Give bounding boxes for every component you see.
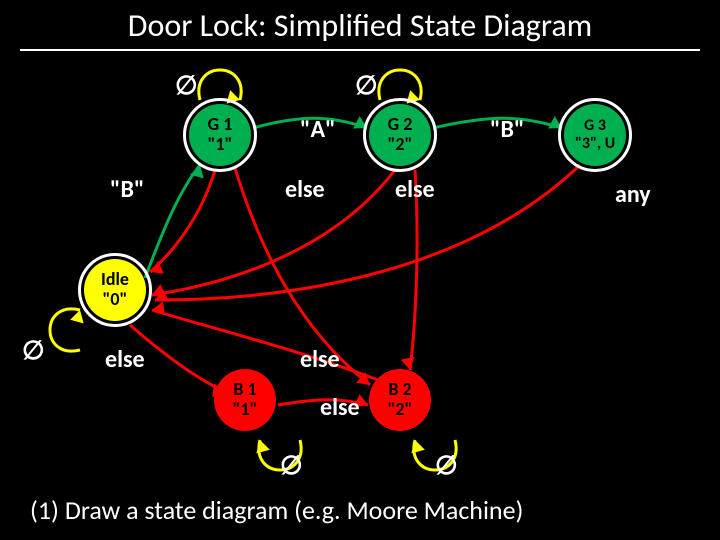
edge — [379, 70, 421, 100]
state-label-line2: "1" — [233, 400, 258, 420]
state-b1: B 1"1" — [214, 369, 276, 431]
edge-arrowhead — [401, 357, 415, 370]
edge-arrowhead — [152, 284, 166, 297]
edge-label: ∅ — [355, 70, 378, 101]
edge-label: else — [285, 175, 325, 204]
edge — [150, 170, 215, 272]
edge-arrowhead — [152, 301, 165, 315]
edge — [152, 170, 395, 295]
state-label-line2: "0" — [103, 290, 128, 310]
edge-label: else — [105, 345, 145, 374]
state-label-line2: "2" — [388, 400, 413, 420]
edge — [155, 165, 580, 300]
edge-label: "B" — [490, 115, 525, 144]
edge-label: else — [320, 393, 360, 422]
diagram-canvas: G 1"1" G 2"2" G 3"3", U Idle"0" B 1"1" B 2"2"… — [0, 0, 720, 540]
edge-label: ∅ — [280, 450, 303, 481]
edge-label: else — [300, 345, 340, 374]
edge-arrowhead — [150, 261, 164, 274]
edge — [145, 165, 200, 278]
footer-text: (1) Draw a state diagram (e.g. Moore Mac… — [30, 494, 523, 526]
edge-arrowhead — [411, 440, 425, 453]
edge-arrowhead — [256, 440, 270, 453]
edge-label: ∅ — [175, 70, 198, 101]
state-label-line2: "2" — [388, 135, 413, 155]
edge-label: else — [395, 175, 435, 204]
state-idle: Idle"0" — [84, 259, 146, 321]
edge-arrowhead — [155, 289, 169, 302]
edge-label: "A" — [300, 115, 336, 144]
edge — [152, 310, 378, 380]
state-g2: G 2"2" — [369, 104, 431, 166]
state-label-line1: G 3 — [584, 117, 606, 135]
edge-label: any — [615, 180, 651, 209]
state-g3: G 3"3", U — [564, 104, 626, 166]
state-label-line2: "1" — [208, 135, 233, 155]
state-label-line2: "3", U — [575, 135, 615, 153]
edge-label: ∅ — [22, 335, 45, 366]
state-g1: G 1"1" — [189, 104, 251, 166]
edge-arrowhead — [70, 310, 84, 323]
edge-label: ∅ — [435, 450, 458, 481]
edge — [199, 70, 241, 100]
edge-arrowhead — [356, 372, 370, 385]
edge — [50, 309, 80, 351]
state-b2: B 2"2" — [369, 369, 431, 431]
edge-label: "B" — [110, 175, 145, 204]
